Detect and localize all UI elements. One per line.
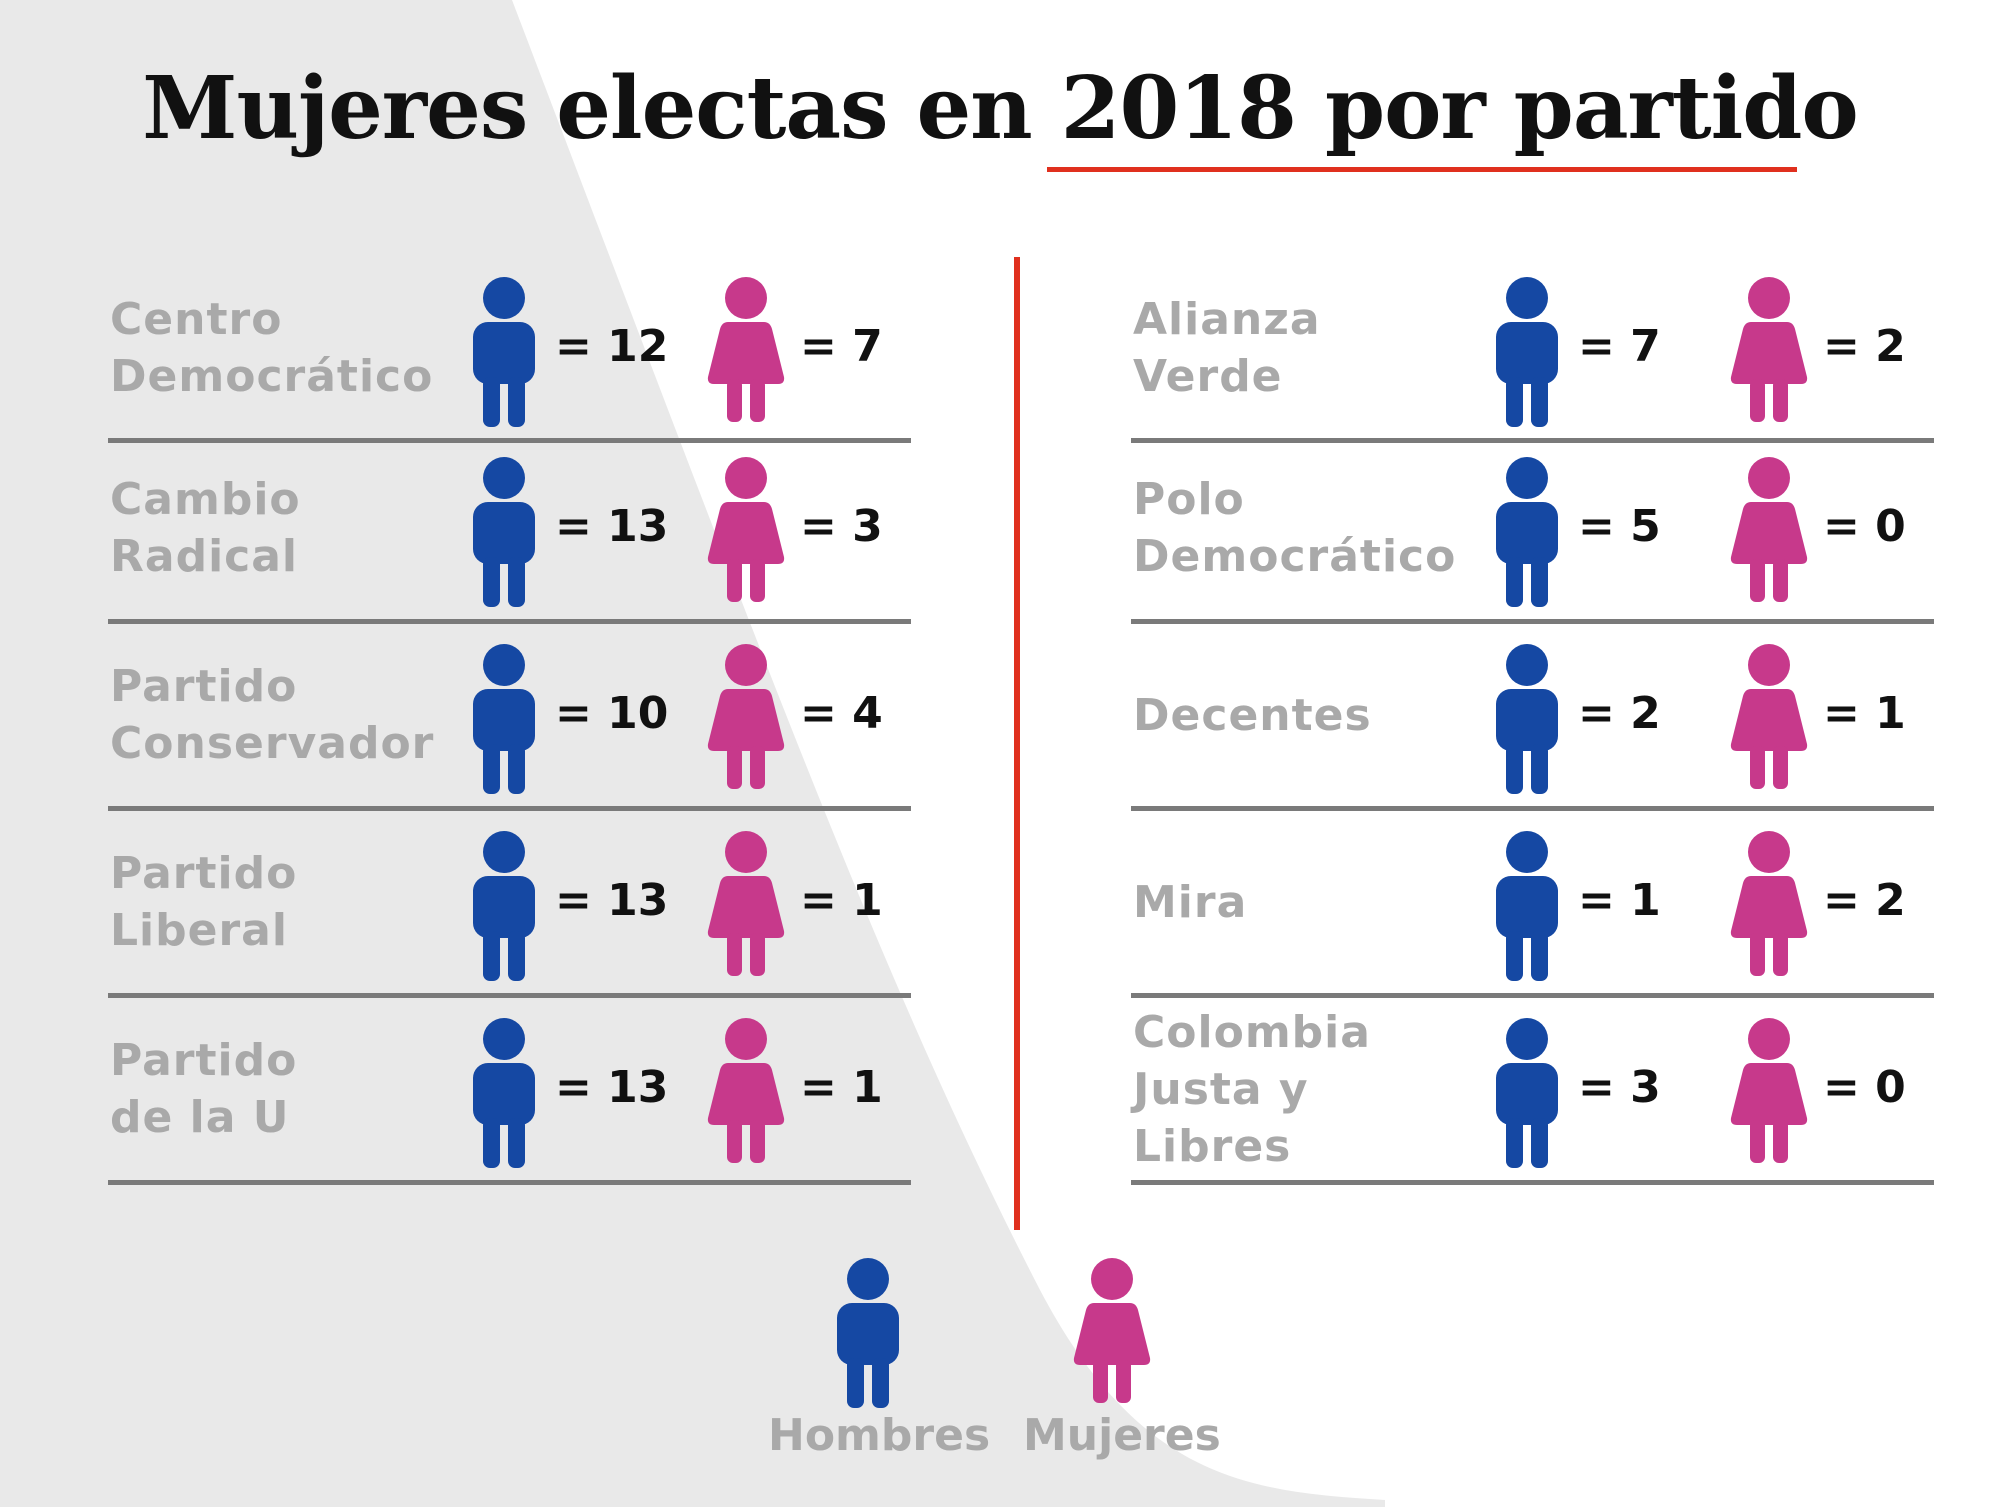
- men-count: = 12: [555, 321, 669, 372]
- row-divider: [1131, 619, 1934, 624]
- party-name: Cambio Radical: [110, 474, 301, 582]
- legend-men-label: Hombres: [768, 1410, 991, 1461]
- title-underline: [1047, 167, 1797, 172]
- man-icon: [1487, 277, 1567, 427]
- men-count: = 3: [1578, 1062, 1661, 1113]
- woman-icon: [706, 457, 786, 607]
- row-divider: [1131, 806, 1934, 811]
- women-count: = 4: [800, 688, 883, 739]
- man-icon: [1487, 831, 1567, 981]
- man-icon: [1487, 457, 1567, 607]
- women-count: = 0: [1823, 501, 1906, 552]
- women-count: = 0: [1823, 1062, 1906, 1113]
- party-name: Mira: [1133, 876, 1248, 928]
- women-count: = 2: [1823, 875, 1906, 926]
- legend-woman-icon: [1072, 1258, 1152, 1408]
- party-row: Polo Democrático = 5 = 0: [1131, 437, 1934, 624]
- woman-icon: [1729, 831, 1809, 981]
- party-row: Cambio Radical = 13 = 3: [108, 437, 911, 624]
- party-name: Decentes: [1133, 689, 1372, 741]
- row-divider: [108, 1180, 911, 1185]
- women-count: = 3: [800, 501, 883, 552]
- page-title: Mujeres electas en 2018 por partido: [142, 58, 1859, 159]
- party-row: Mira = 1 = 2: [1131, 811, 1934, 998]
- row-divider: [1131, 993, 1934, 998]
- woman-icon: [706, 277, 786, 427]
- men-count: = 13: [555, 501, 669, 552]
- men-count: = 5: [1578, 501, 1661, 552]
- woman-icon: [1729, 277, 1809, 427]
- women-count: = 1: [800, 875, 883, 926]
- row-divider: [108, 438, 911, 443]
- row-divider: [108, 619, 911, 624]
- party-name: Alianza Verde: [1133, 293, 1321, 402]
- party-name: Polo Democrático: [1133, 474, 1457, 582]
- party-name: Partido de la U: [110, 1035, 298, 1143]
- woman-icon: [1729, 644, 1809, 794]
- party-name: Partido Conservador: [110, 661, 435, 769]
- row-divider: [108, 993, 911, 998]
- party-row: Decentes = 2 = 1: [1131, 624, 1934, 811]
- row-divider: [108, 806, 911, 811]
- party-name: Centro Democrático: [110, 293, 434, 402]
- party-row: Partido de la U = 13 = 1: [108, 998, 911, 1185]
- legend-man-icon: [828, 1258, 908, 1408]
- women-count: = 1: [800, 1062, 883, 1113]
- row-divider: [1131, 1180, 1934, 1185]
- party-row: Centro Democrático = 12 = 7: [108, 257, 911, 443]
- legend-women-label: Mujeres: [1023, 1410, 1221, 1461]
- woman-icon: [706, 831, 786, 981]
- men-count: = 7: [1578, 321, 1661, 372]
- men-count: = 2: [1578, 688, 1661, 739]
- party-row: Colombia Justa y Libres = 3 = 0: [1131, 998, 1934, 1185]
- man-icon: [464, 1018, 544, 1168]
- column-divider: [1014, 257, 1020, 1230]
- woman-icon: [1729, 457, 1809, 607]
- women-count: = 1: [1823, 688, 1906, 739]
- man-icon: [464, 457, 544, 607]
- men-count: = 10: [555, 688, 669, 739]
- party-name: Partido Liberal: [110, 848, 298, 956]
- party-row: Alianza Verde = 7 = 2: [1131, 257, 1934, 443]
- man-icon: [1487, 644, 1567, 794]
- man-icon: [464, 277, 544, 427]
- woman-icon: [706, 644, 786, 794]
- party-row: Partido Conservador = 10 = 4: [108, 624, 911, 811]
- women-count: = 7: [800, 321, 883, 372]
- woman-icon: [706, 1018, 786, 1168]
- men-count: = 1: [1578, 875, 1661, 926]
- row-divider: [1131, 438, 1934, 443]
- men-count: = 13: [555, 1062, 669, 1113]
- man-icon: [464, 831, 544, 981]
- woman-icon: [1729, 1018, 1809, 1168]
- man-icon: [464, 644, 544, 794]
- men-count: = 13: [555, 875, 669, 926]
- party-row: Partido Liberal = 13 = 1: [108, 811, 911, 998]
- women-count: = 2: [1823, 321, 1906, 372]
- man-icon: [1487, 1018, 1567, 1168]
- party-name: Colombia Justa y Libres: [1133, 1006, 1371, 1172]
